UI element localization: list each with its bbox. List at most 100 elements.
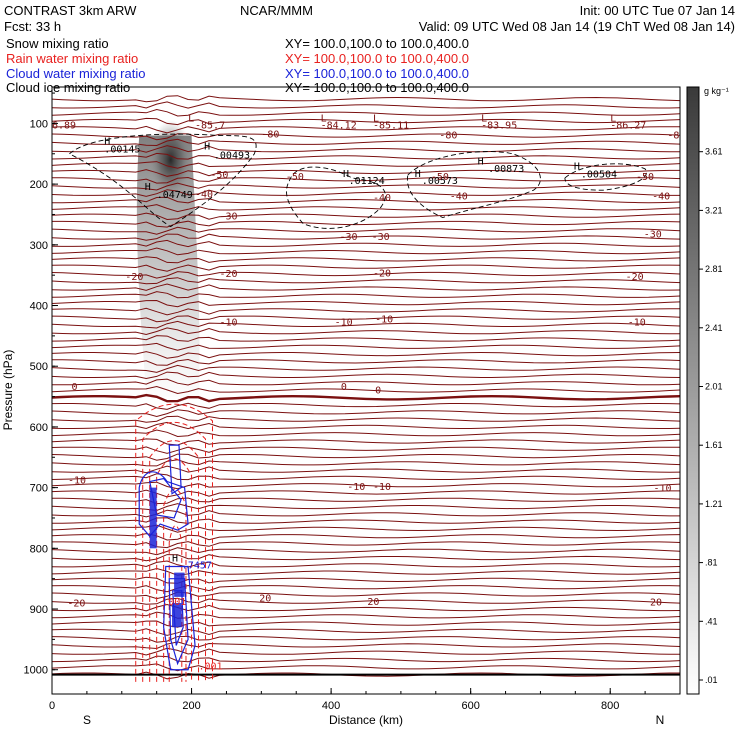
contour-label: L: [481, 114, 487, 125]
rain-water-contour: [149, 440, 200, 682]
colorbar-tick-label: 3.21: [705, 205, 723, 215]
temperature-contour: [52, 459, 680, 467]
cloud-ice-contours: [69, 133, 647, 229]
y-tick-label: 600: [30, 422, 48, 434]
y-tick-label: 1000: [24, 665, 48, 677]
contour-label: L: [321, 114, 327, 125]
contour-label: 0: [341, 382, 347, 393]
temperature-contour: [52, 402, 680, 410]
contour-label: -83.95: [481, 120, 517, 131]
temperature-contour: [52, 541, 680, 549]
temperature-contour: [52, 465, 680, 474]
colorbar: g kg⁻¹ 3.61 3.21 2.81 2.41 2.01 1.61 1.21 .81 .4…: [686, 86, 729, 695]
contour-label: .7457: [182, 560, 212, 571]
temperature-contour: [52, 641, 680, 650]
temperature-contour: [52, 320, 680, 329]
contour-label: H: [574, 162, 580, 173]
cloud-water-core: [149, 487, 157, 549]
contour-label: 6.89: [52, 120, 76, 131]
temperature-contour: [52, 220, 680, 228]
x-tick-label: 200: [182, 700, 200, 712]
temperature-contour: [52, 204, 680, 213]
temperature-contour: [52, 315, 680, 323]
temperature-contour: [52, 385, 680, 395]
temperature-contour: [52, 635, 680, 643]
y-tick-label: 200: [30, 179, 48, 191]
contour-label: -20: [626, 272, 644, 283]
colorbar-tick-label: .81: [705, 558, 718, 568]
temperature-contour: [52, 226, 680, 235]
model-title: CONTRAST 3km ARW: [4, 3, 137, 18]
contour-label: -50: [210, 170, 228, 181]
contour-label: -10: [220, 318, 238, 329]
rain-water-contour: [168, 525, 183, 682]
contour-label: .001: [162, 597, 186, 608]
contour-label: -10: [654, 483, 672, 494]
temperature-contour: [52, 547, 680, 556]
temperature-contour: [52, 182, 680, 191]
temperature-contour: [52, 429, 680, 438]
contour-label: H: [204, 142, 210, 153]
cloud-ice-contour: [407, 151, 541, 218]
x-tick-label: 0: [49, 700, 55, 712]
temperature-contour: [52, 152, 680, 160]
temperature-contour: [52, 473, 680, 481]
contour-annotations: 6.89L-85.7L-84.12L-85.11L-83.95L-86.27-8…: [52, 114, 680, 673]
temperature-contours: [52, 95, 680, 680]
contour-label: 0: [375, 386, 381, 397]
temperature-contour: [52, 489, 680, 498]
field-xy-snow: XY= 100.0,100.0 to 100.0,400.0: [285, 36, 469, 51]
contour-label: -40: [373, 193, 391, 204]
cloud-water-core: [172, 602, 182, 628]
temperature-contour: [52, 335, 680, 342]
contour-label: L: [610, 114, 616, 125]
temperature-contour: [52, 264, 680, 272]
colorbar-ramp: [686, 86, 700, 695]
temperature-contour: [52, 438, 680, 446]
temperature-contour: [52, 327, 680, 336]
colorbar-tick-label: 3.61: [705, 147, 723, 157]
temperature-contour: [52, 533, 680, 541]
temperature-contour: [52, 453, 680, 461]
init-time: Init: 00 UTC Tue 07 Jan 14: [580, 3, 735, 18]
contour-label: .00145: [104, 145, 140, 156]
temperature-contour: [52, 169, 680, 177]
temperature-contour: [52, 256, 680, 264]
field-label-cloud-water: Cloud water mixing ratio: [6, 66, 145, 81]
contour-label: .01124: [349, 176, 385, 187]
x-tick-label: 800: [601, 700, 619, 712]
contour-label: -84.12: [321, 120, 357, 131]
field-label-rain: Rain water mixing ratio: [6, 51, 138, 66]
contour-label: -30: [372, 232, 390, 243]
temperature-contour: [52, 271, 680, 279]
temperature-contour: [52, 212, 680, 221]
contour-label: 20: [650, 597, 662, 608]
colorbar-tick-label: 2.81: [705, 264, 723, 274]
cloud-ice-contour: [564, 163, 647, 191]
temperature-contour-zero: [52, 393, 680, 403]
cloud-water-contour: [138, 471, 189, 538]
contour-label: -20: [125, 272, 143, 283]
contour-label: H: [478, 157, 484, 168]
contour-label: -40: [195, 190, 213, 201]
temperature-contour: [52, 145, 680, 153]
x-tick-label: 400: [322, 700, 340, 712]
contour-label: -10: [628, 318, 646, 329]
field-xy-rain: XY= 100.0,100.0 to 100.0,400.0: [285, 51, 469, 66]
forecast-hour: Fcst: 33 h: [4, 19, 61, 34]
contour-label: 20: [367, 597, 379, 608]
temperature-contour: [52, 95, 680, 103]
colorbar-tick-label: 2.41: [705, 323, 723, 333]
temperature-contour: [52, 663, 680, 672]
y-axis-title: Pressure (hPa): [1, 350, 15, 431]
snow-shading: [136, 119, 200, 397]
contour-label: .00573: [422, 176, 458, 187]
y-tick-label: 900: [30, 604, 48, 616]
temperature-contour: [52, 307, 680, 316]
x-end-label-north: N: [656, 713, 665, 727]
temperature-contour: [52, 378, 680, 386]
temperature-contour: [52, 371, 680, 380]
contour-label: H: [145, 182, 151, 193]
